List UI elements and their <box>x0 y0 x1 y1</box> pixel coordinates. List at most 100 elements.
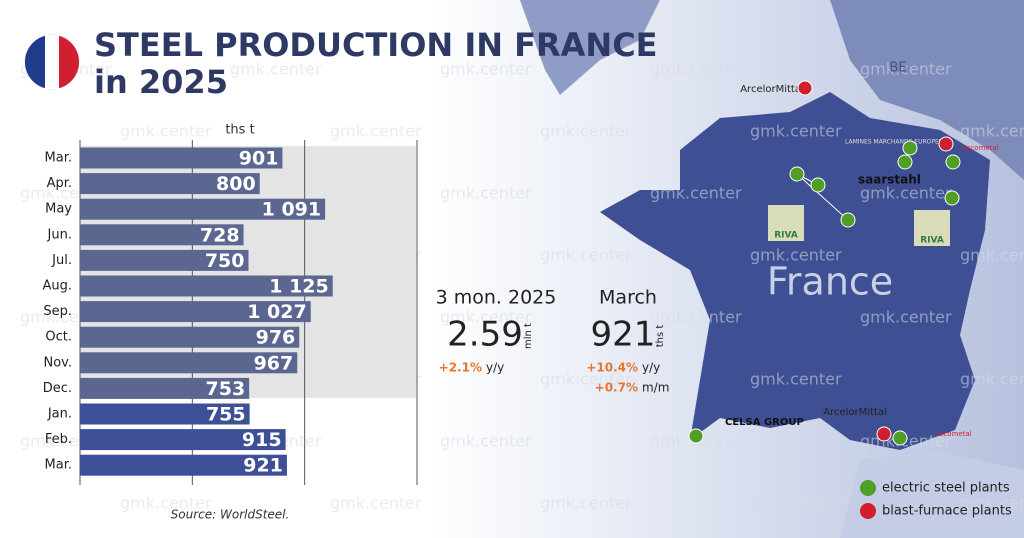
neighbors <box>830 0 1024 180</box>
bar <box>80 198 326 220</box>
watermark: gmk.center <box>540 246 632 265</box>
category-label: Mar. <box>45 458 72 473</box>
bar <box>80 224 244 246</box>
stat-basis: m/m <box>642 381 669 395</box>
axis-unit: ths t <box>225 123 254 138</box>
category-label: May <box>45 202 72 217</box>
watermark: gmk.center <box>750 246 842 265</box>
company: Ascometal <box>935 430 972 438</box>
company: CELSA GROUP <box>725 417 804 428</box>
bar <box>80 147 283 169</box>
stat-title: March <box>599 287 657 309</box>
bar <box>80 454 287 476</box>
value-label: 976 <box>256 327 296 349</box>
stat-basis: y/y <box>486 361 504 375</box>
bar <box>80 429 286 451</box>
riva-logo <box>914 210 950 246</box>
company: Ascometal <box>962 144 999 152</box>
bar <box>80 403 250 425</box>
category-label: Mar. <box>45 151 72 166</box>
watermark: gmk.center <box>860 308 952 327</box>
watermark: gmk.center <box>750 494 842 513</box>
value-label: 728 <box>200 224 240 246</box>
watermark: gmk.center <box>540 370 632 389</box>
blast-furnace-plant <box>938 136 954 152</box>
category-label: Jul. <box>51 253 72 268</box>
stat-change: +2.1% <box>439 361 482 375</box>
value-label: 901 <box>239 148 279 170</box>
electric-plant <box>688 428 704 444</box>
stat-title: 3 mon. 2025 <box>436 287 557 309</box>
company: RIVA <box>774 231 798 241</box>
watermark: gmk.center <box>540 122 632 141</box>
category-label: Oct. <box>45 330 72 345</box>
watermark: gmk.center <box>960 370 1024 389</box>
electric-plant <box>944 190 960 206</box>
watermark: gmk.center <box>650 308 742 327</box>
watermark: gmk.center <box>750 370 842 389</box>
company: ArcelorMittal <box>823 407 887 418</box>
watermark: gmk.center <box>860 60 952 79</box>
watermark: gmk.center <box>960 246 1024 265</box>
category-label: Sep. <box>43 304 72 319</box>
stat-unit: mln t <box>523 323 534 349</box>
spain <box>840 450 1024 538</box>
value-label: 750 <box>205 250 245 272</box>
watermark: gmk.center <box>960 494 1024 513</box>
value-label: 1 125 <box>269 276 329 298</box>
value-label: 800 <box>216 173 256 195</box>
subtitle: in 2025 <box>94 63 228 101</box>
watermark: gmk.center <box>440 432 532 451</box>
bar <box>80 352 298 374</box>
electric-plant <box>789 166 805 182</box>
category-label: Jun. <box>47 227 72 242</box>
country-label: France <box>767 260 893 304</box>
bar <box>80 173 260 195</box>
stat-unit: ths t <box>655 325 666 348</box>
company: LAMINES MARCHANDS EUROPEENS <box>845 139 951 146</box>
value-label: 915 <box>242 429 282 451</box>
company: ArcelorMittal <box>740 84 804 95</box>
watermark: gmk.center <box>120 122 212 141</box>
flag-white <box>45 35 59 89</box>
company: saarstahl <box>858 173 921 187</box>
electric-plant <box>897 154 913 170</box>
value-label: 753 <box>206 378 246 400</box>
legend-swatch <box>860 480 876 496</box>
stat-change: +10.4% <box>586 361 638 375</box>
category-label: Aug. <box>42 279 72 294</box>
category-label: Apr. <box>47 176 72 191</box>
watermark: gmk.center <box>650 60 742 79</box>
value-label: 1 027 <box>247 301 307 323</box>
blast-furnace-plant <box>876 426 892 442</box>
riva-logo <box>768 205 804 241</box>
category-label: Feb. <box>45 432 72 447</box>
stat-basis: y/y <box>642 361 660 375</box>
bar <box>80 249 249 271</box>
watermark: gmk.center <box>440 184 532 203</box>
category-label: Nov. <box>44 355 73 370</box>
bar <box>80 301 311 323</box>
value-label: 921 <box>243 455 283 477</box>
legend-label: blast-furnace plants <box>882 504 1012 519</box>
watermark: gmk.center <box>860 184 952 203</box>
bar <box>80 275 333 297</box>
watermark: gmk.center <box>230 60 322 79</box>
blast-furnace-plant <box>797 80 813 96</box>
electric-plant <box>840 212 856 228</box>
watermark: gmk.center <box>540 494 632 513</box>
stat-value: 921 <box>591 315 656 355</box>
category-label: Dec. <box>43 381 72 396</box>
bar <box>80 377 250 399</box>
value-label: 967 <box>254 352 294 374</box>
stat-change: +0.7% <box>595 381 638 395</box>
watermark: gmk.center <box>440 60 532 79</box>
legend-swatch <box>860 503 876 519</box>
electric-plant <box>902 140 918 156</box>
category-label: Jan. <box>47 407 72 422</box>
value-label: 755 <box>206 404 246 426</box>
britain <box>520 0 660 95</box>
watermark: gmk.center <box>330 494 422 513</box>
electric-plant <box>892 430 908 446</box>
